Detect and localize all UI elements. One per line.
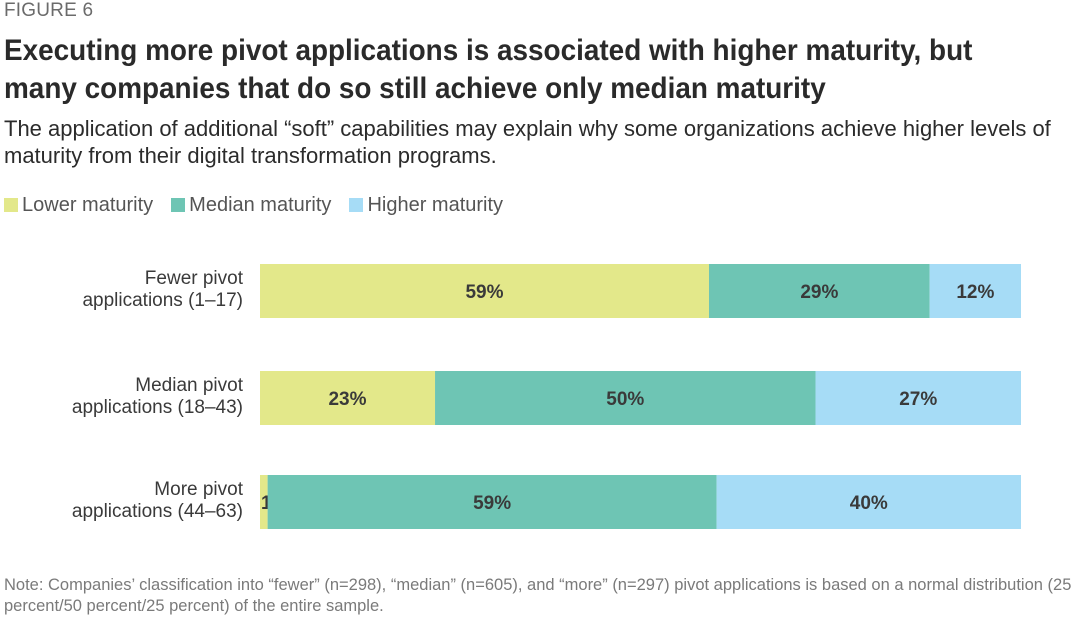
- data-label: 23%: [328, 389, 366, 410]
- data-label: 40%: [850, 493, 888, 514]
- legend-swatch-higher: [349, 198, 364, 212]
- category-label: Fewer pivot applications (1–17): [82, 268, 243, 311]
- legend-swatch-median: [171, 198, 186, 212]
- chart-note: Note: Companies’ classification into “fe…: [4, 576, 1072, 615]
- chart-title: Executing more pivot applications is ass…: [4, 34, 973, 105]
- bar-segment-median: [267, 475, 717, 529]
- data-label: 29%: [800, 282, 838, 303]
- bar-segment-lower: [260, 264, 709, 318]
- figure-label: FIGURE 6: [4, 0, 94, 21]
- category-label: Median pivot applications (18–43): [72, 375, 244, 418]
- data-label: 27%: [899, 389, 937, 410]
- chart-legend: Lower maturity Median maturity Higher ma…: [4, 192, 521, 218]
- bar-segment-higher: [716, 475, 1021, 529]
- legend-item-lower-maturity: Lower maturity: [4, 194, 153, 217]
- legend-label-higher-maturity: Higher maturity: [367, 193, 504, 216]
- category-label: More pivot applications (44–63): [72, 479, 244, 522]
- legend-label-lower-maturity: Lower maturity: [22, 193, 154, 216]
- bar-segment-lower: [260, 475, 268, 529]
- legend-item-higher-maturity: Higher maturity: [349, 194, 503, 217]
- data-label: 59%: [465, 282, 503, 303]
- bar-segment-lower: [260, 371, 436, 425]
- chart-subtitle: The application of additional “soft” cap…: [4, 116, 1051, 168]
- legend-item-median-maturity: Median maturity: [171, 194, 331, 217]
- legend-swatch-lower: [4, 198, 18, 212]
- data-label: 12%: [956, 282, 994, 303]
- data-label: 50%: [606, 389, 644, 410]
- legend-label-median-maturity: Median maturity: [189, 193, 332, 216]
- bar-segment-median: [708, 264, 930, 318]
- bar-segment-median: [435, 371, 816, 425]
- data-label: 59%: [473, 493, 511, 514]
- bar-segment-higher: [929, 264, 1021, 318]
- bar-segment-higher: [815, 371, 1021, 425]
